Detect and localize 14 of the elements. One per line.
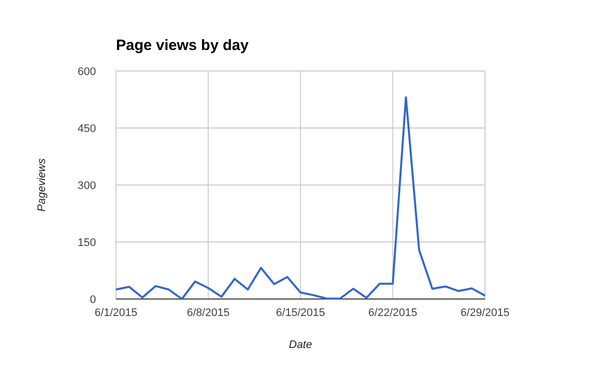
x-tick-label: 6/1/2015 [94,307,138,319]
x-tick-label: 6/8/2015 [186,307,230,319]
x-axis-title: Date [288,339,312,351]
y-axis-title: Pageviews [36,158,48,212]
y-tick-label: 450 [78,123,96,135]
y-tick-label: 300 [78,180,96,192]
x-tick-label: 6/22/2015 [368,307,418,319]
y-tick-label: 0 [90,294,96,306]
chart-title: Page views by day [116,37,250,54]
x-tick-label: 6/29/2015 [460,307,510,319]
x-tick-label: 6/15/2015 [276,307,325,319]
y-tick-label: 150 [78,237,96,249]
y-tick-label: 600 [78,66,96,78]
line-series [115,96,486,300]
